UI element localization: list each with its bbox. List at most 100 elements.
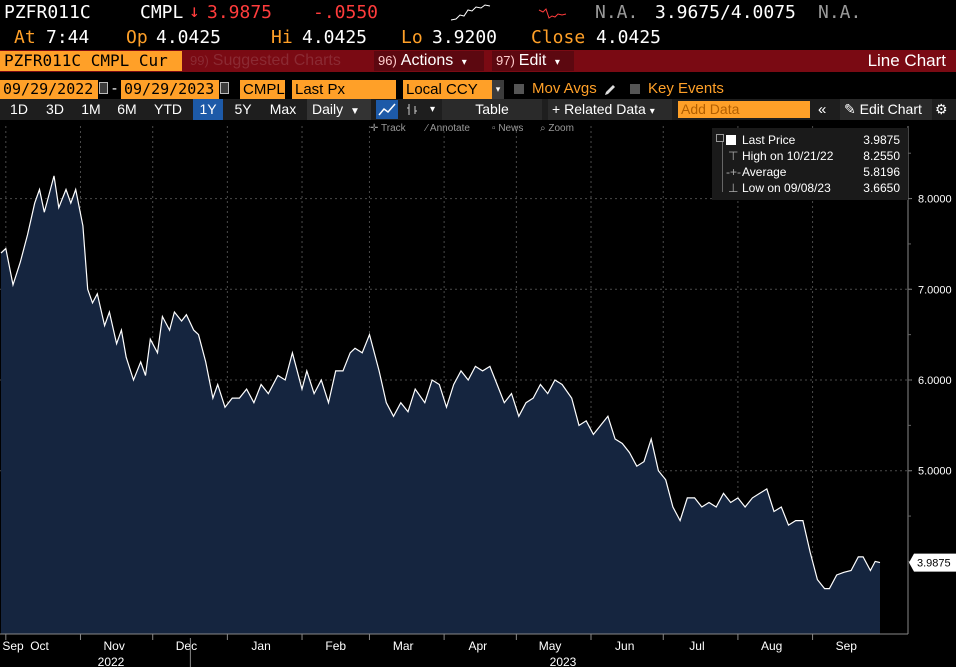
related-data-label: Related Data [564, 101, 646, 117]
close-label: Close [531, 27, 586, 48]
average-marker-icon: -+- [726, 165, 741, 179]
legend-average: -+- Average 5.8196 [726, 164, 900, 180]
legend-last-price: Last Price 3.9875 [726, 132, 900, 148]
index-name: CMPL [140, 2, 184, 23]
gear-icon[interactable]: ⚙ [935, 101, 948, 117]
y-axis: 8.0000 7.0000 6.0000 5.0000 3.9875 [907, 126, 956, 634]
calendar-icon[interactable] [220, 82, 229, 94]
zoom-button[interactable]: ⌕ Zoom [540, 123, 574, 134]
range-6m[interactable]: 6M [117, 101, 137, 117]
at-time: 7:44 [46, 27, 90, 48]
last-value-tag: 3.9875 [909, 553, 956, 572]
close-value: 4.0425 [596, 27, 662, 48]
collapse-icon[interactable]: « [818, 101, 827, 118]
x-axis: Sep Oct Nov Dec Jan Feb Mar Apr May Jun Jul Aug Sep 2… [0, 633, 908, 667]
suggested-charts-button[interactable]: 99) Suggested Charts [190, 51, 341, 71]
low-value: 3.9200 [432, 27, 498, 48]
open-label: Op [126, 27, 148, 48]
sparkline-icon [450, 4, 491, 21]
x-tick-label: Jan [251, 639, 270, 653]
suggested-charts-num: 99) [190, 53, 209, 68]
legend-avg-label: Average [742, 165, 787, 179]
range-ytd[interactable]: YTD [154, 101, 182, 117]
chevron-down-icon: ▼ [350, 106, 360, 117]
price-area [1, 175, 880, 634]
y-tick-label: 7.0000 [918, 284, 952, 296]
y-tick-label: 8.0000 [918, 194, 952, 206]
actions-num: 96) [378, 53, 397, 68]
calendar-icon[interactable] [99, 82, 108, 94]
intraday-sparkline-icon [538, 8, 567, 19]
last-value-box [909, 553, 956, 572]
edit-chart-button[interactable]: ✎ Edit Chart [840, 99, 932, 120]
open-value: 4.0425 [156, 27, 222, 48]
chevron-down-icon[interactable]: ▾ [492, 80, 504, 99]
legend-high: ⊤ High on 10/21/22 8.2550 [728, 148, 900, 164]
range-3d[interactable]: 3D [46, 101, 64, 117]
bid-ask: 3.9675/4.0075 [655, 2, 796, 23]
news-button[interactable]: ▫ News [492, 123, 523, 134]
low-label: Lo [401, 27, 423, 48]
security-field[interactable]: PZFR011C CMPL Cur [0, 51, 182, 71]
range-5y[interactable]: 5Y [234, 101, 252, 117]
chevron-down-icon: ▾ [649, 106, 655, 117]
x-tick-label: Aug [761, 639, 782, 653]
chevron-down-icon[interactable]: ▾ [430, 104, 436, 115]
start-date-field[interactable]: 09/29/2022 [0, 80, 98, 99]
field-select[interactable]: Last Px [292, 80, 396, 99]
line-chart-icon[interactable] [376, 100, 398, 119]
x-tick-label: Dec [176, 639, 197, 653]
x-tick-label: Jul [689, 639, 704, 653]
price-change: -.0550 [313, 2, 379, 23]
x-tick-label: Oct [30, 639, 49, 653]
chevron-down-icon: ▾ [461, 57, 467, 68]
price-line [0, 175, 881, 590]
pencil-icon[interactable] [603, 83, 617, 97]
source-field[interactable]: CMPL [240, 80, 285, 99]
series-color-swatch [726, 135, 736, 145]
legend-last-label: Last Price [742, 133, 796, 147]
key-events-label[interactable]: Key Events [648, 80, 724, 97]
mov-avgs-checkbox[interactable] [514, 84, 524, 94]
edit-button[interactable]: 97) Edit ▾ [492, 51, 574, 71]
annotate-button[interactable]: ⁄ Annotate [426, 123, 470, 134]
key-events-checkbox[interactable] [630, 84, 640, 94]
currency-select[interactable]: Local CCY [403, 80, 492, 99]
range-1m[interactable]: 1M [81, 101, 101, 117]
quote-bar: PZFR011C CMPL ↓ 3.9875 -.0550 N.A. 3.967… [0, 0, 956, 26]
edit-label: Edit [518, 52, 547, 69]
bid-size: N.A. [595, 2, 639, 23]
x-tick-label: Nov [104, 639, 125, 653]
legend-last-value: 3.9875 [863, 133, 900, 147]
collapse-legend-icon[interactable] [716, 134, 724, 142]
at-label: At [14, 27, 36, 48]
frequency-select[interactable]: Daily ▼ [307, 99, 371, 120]
chart-mini-toolbar: ✛ Track ⁄ Annotate ▫ News ⌕ Zoom [0, 120, 956, 138]
legend-low-label: Low on 09/08/23 [742, 181, 831, 195]
related-data-button[interactable]: + Related Data ▾ [548, 99, 672, 120]
date-separator: - [112, 80, 117, 97]
news-label: News [498, 123, 524, 134]
end-date-field[interactable]: 09/29/2023 [121, 80, 219, 99]
legend-low: ⊥ Low on 09/08/23 3.6650 [728, 180, 900, 196]
bar-chart-icon[interactable] [402, 100, 424, 119]
range-1y[interactable]: 1Y [193, 99, 223, 120]
annotate-label: Annotate [429, 123, 470, 134]
range-bar: 1D 3D 1M 6M YTD 1Y 5Y Max Daily ▼ ▾ Tabl… [0, 99, 956, 120]
range-1d[interactable]: 1D [10, 101, 28, 117]
last-price: 3.9875 [207, 2, 273, 23]
add-data-input[interactable]: Add Data [678, 101, 810, 118]
range-max[interactable]: Max [269, 101, 297, 117]
pencil-icon: ✎ [844, 101, 856, 117]
down-arrow-icon: ↓ [189, 1, 200, 22]
track-label: Track [381, 123, 406, 134]
table-button[interactable]: Table [442, 99, 542, 120]
x-tick-label: Jun [615, 639, 634, 653]
track-button[interactable]: ✛ Track [370, 123, 406, 134]
actions-button[interactable]: 96) Actions ▾ [374, 51, 484, 71]
y-tick-label: 5.0000 [918, 466, 952, 478]
x-tick-label: Sep [2, 639, 24, 653]
price-chart[interactable]: 8.0000 7.0000 6.0000 5.0000 3.9875 Sep Oct Nov… [0, 126, 956, 667]
plus-icon: + [552, 101, 561, 117]
mov-avgs-label[interactable]: Mov Avgs [532, 80, 597, 97]
